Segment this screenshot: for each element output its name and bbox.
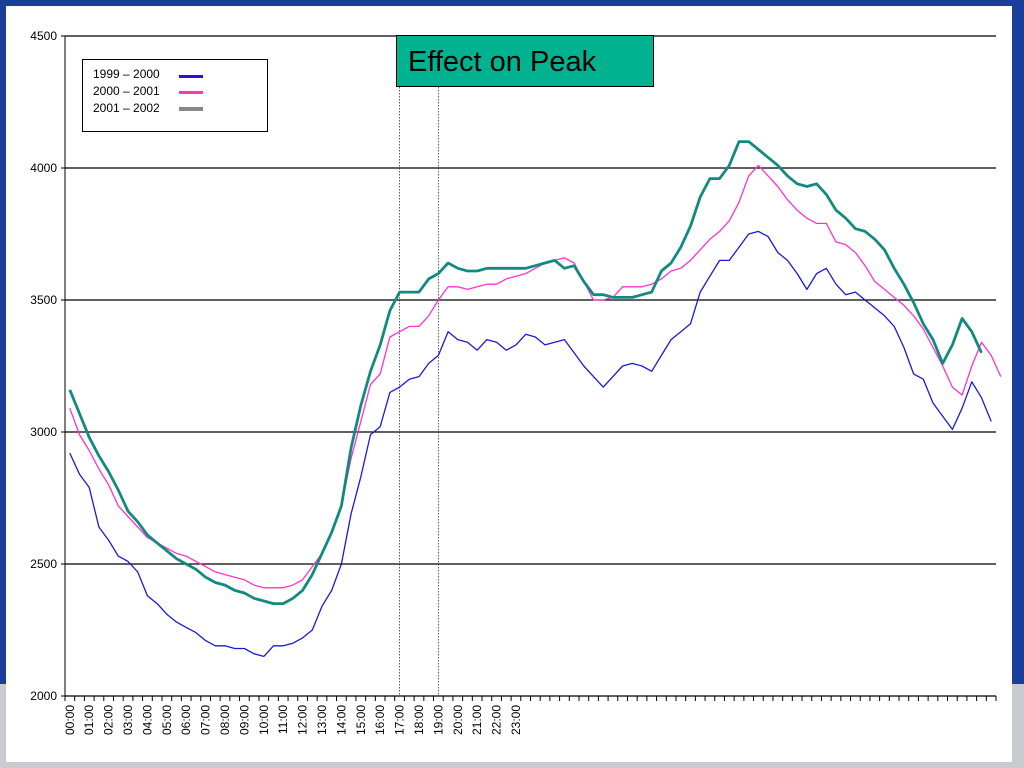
x-tick-label: 05:00 bbox=[160, 705, 174, 735]
x-tick-label: 17:00 bbox=[393, 705, 407, 735]
x-tick-label: 06:00 bbox=[179, 705, 193, 735]
x-tick-label: 12:00 bbox=[296, 705, 310, 735]
legend-swatch bbox=[179, 107, 203, 111]
legend-label: 2000 – 2001 bbox=[93, 84, 160, 98]
x-tick-label: 13:00 bbox=[315, 705, 329, 735]
x-tick-label: 10:00 bbox=[257, 705, 271, 735]
x-tick-label: 19:00 bbox=[431, 705, 445, 735]
line-chart: 2000 2500 3000 3500 4000 4500 00:00 01:00 02:00 0… bbox=[30, 29, 1002, 735]
y-tick-label: 4000 bbox=[30, 161, 57, 175]
y-tick-label: 2000 bbox=[30, 689, 57, 703]
x-tick-label: 04:00 bbox=[140, 705, 154, 735]
x-tick-label: 08:00 bbox=[218, 705, 232, 735]
y-tick-label: 3000 bbox=[30, 425, 57, 439]
legend-item: 2001 – 2002 bbox=[93, 100, 160, 116]
legend-swatch bbox=[179, 91, 203, 94]
legend-label: 2001 – 2002 bbox=[93, 101, 160, 115]
chart-frame: 2000 2500 3000 3500 4000 4500 00:00 01:00 02:00 0… bbox=[6, 6, 1012, 762]
chart-title: Effect on Peak bbox=[408, 46, 597, 78]
legend-item: 1999 – 2000 bbox=[93, 66, 160, 82]
x-tick-label: 01:00 bbox=[82, 705, 96, 735]
x-tick-label: 20:00 bbox=[451, 705, 465, 735]
x-tick-label: 21:00 bbox=[470, 705, 484, 735]
x-tick-label: 07:00 bbox=[199, 705, 213, 735]
legend: 1999 – 2000 2000 – 2001 2001 – 2002 bbox=[82, 59, 268, 132]
x-tick-label: 23:00 bbox=[509, 705, 523, 735]
series-line bbox=[69, 230, 992, 658]
x-tick-label: 09:00 bbox=[237, 705, 251, 735]
axes: 2000 2500 3000 3500 4000 4500 00:00 01:00 02:00 0… bbox=[30, 29, 997, 735]
series-lines bbox=[68, 140, 1002, 658]
legend-item: 2000 – 2001 bbox=[93, 83, 160, 99]
y-tick-label: 4500 bbox=[30, 29, 57, 43]
x-tick-label: 22:00 bbox=[490, 705, 504, 735]
x-tick-label: 16:00 bbox=[373, 705, 387, 735]
x-tick-label: 18:00 bbox=[412, 705, 426, 735]
gridlines bbox=[65, 35, 996, 697]
x-tick-label: 00:00 bbox=[63, 705, 77, 735]
y-tick-label: 3500 bbox=[30, 293, 57, 307]
x-tick-label: 14:00 bbox=[334, 705, 348, 735]
x-tick-label: 02:00 bbox=[102, 705, 116, 735]
x-tick-label: 11:00 bbox=[276, 705, 290, 734]
series-line bbox=[68, 140, 983, 605]
x-tick-label: 03:00 bbox=[121, 705, 135, 735]
legend-swatch bbox=[179, 75, 203, 78]
x-tick-label: 15:00 bbox=[354, 705, 368, 735]
chart-title-box: Effect on Peak bbox=[396, 35, 654, 87]
series-line bbox=[69, 164, 1002, 589]
y-tick-label: 2500 bbox=[30, 557, 57, 571]
legend-label: 1999 – 2000 bbox=[93, 67, 160, 81]
